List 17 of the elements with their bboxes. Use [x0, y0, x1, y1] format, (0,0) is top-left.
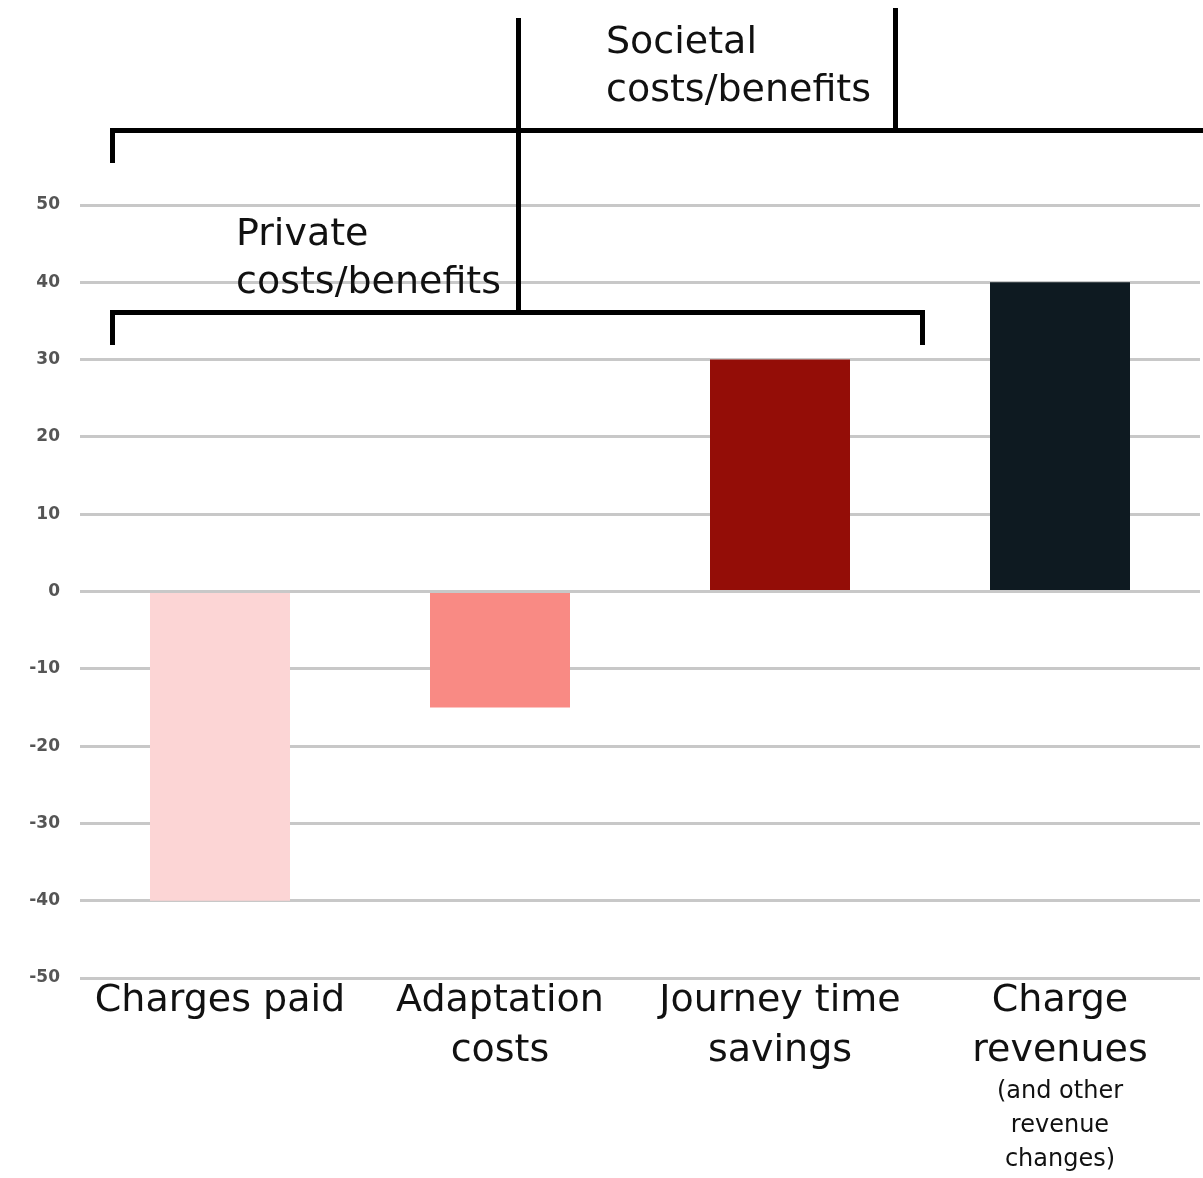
y-tick-label: -20 — [29, 734, 61, 755]
text: Societal costs/benefits — [606, 17, 872, 112]
y-tick-label: 20 — [36, 425, 61, 446]
y-tick-label: 40 — [36, 270, 61, 291]
annotation: Private costs/benefits — [236, 209, 502, 304]
x-tick-label: Journey time savings — [656, 975, 902, 1072]
y-tick-label: -40 — [29, 889, 61, 910]
y-tick-label: -10 — [29, 657, 61, 678]
x-tick-label: Adaptation costs — [395, 975, 605, 1072]
y-tick-label: 30 — [36, 348, 61, 369]
x-tick-label: Charge revenues (and other revenue changes) — [971, 975, 1149, 1174]
y-tick-label: 10 — [36, 502, 61, 523]
y-tick-label: -30 — [29, 811, 61, 832]
x-tick-label: Charges paid — [93, 975, 347, 1022]
y-tick-label: -50 — [29, 966, 61, 987]
y-tick-label: 0 — [48, 579, 61, 600]
y-tick-label: 50 — [36, 193, 61, 214]
